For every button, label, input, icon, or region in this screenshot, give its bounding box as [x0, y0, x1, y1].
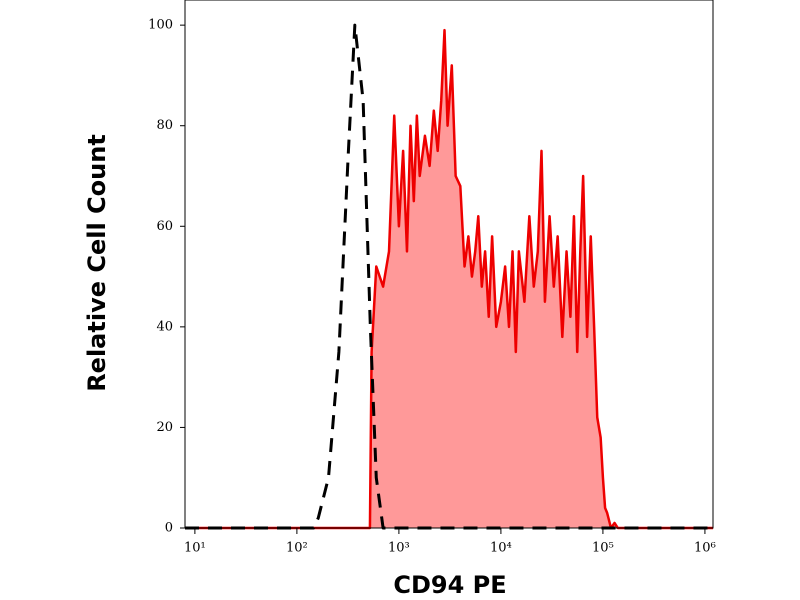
plot-frame: [184, 0, 714, 529]
y-axis-label: Relative Cell Count: [83, 134, 111, 392]
x-tick-label: 10⁴: [490, 541, 512, 556]
y-tick-label: 40: [156, 319, 173, 334]
y-tick-label: 100: [148, 18, 173, 33]
x-tick-label: 10¹: [184, 541, 206, 556]
line: [185, 28, 713, 530]
y-tick-label: 20: [156, 420, 173, 435]
x-tick-label: 10³: [388, 541, 410, 556]
plot-area: [185, 23, 713, 530]
y-tick-label: 60: [156, 219, 173, 234]
x-tick-label: 10⁵: [592, 541, 614, 556]
y-tick-label: 0: [165, 521, 173, 536]
y-tick-label: 80: [156, 118, 173, 133]
x-tick-label: 10²: [286, 541, 308, 556]
x-tick-label: 10⁶: [694, 541, 716, 556]
area: [185, 30, 713, 528]
x-axis-label: CD94 PE: [393, 571, 506, 599]
